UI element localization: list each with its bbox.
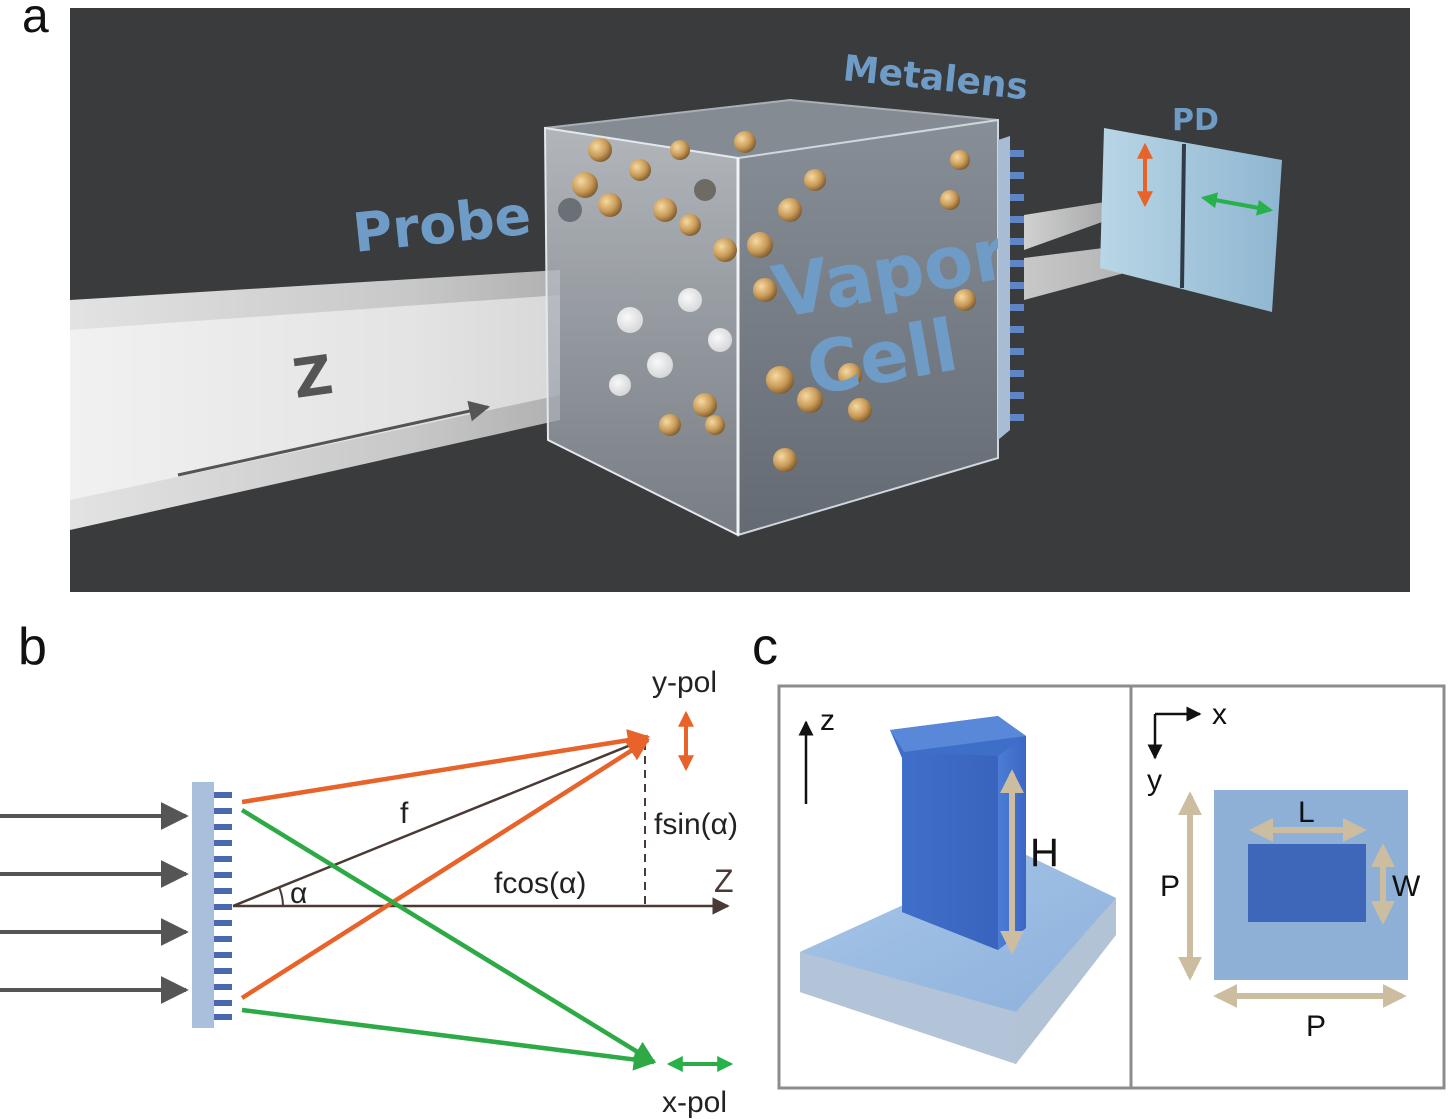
x-axis-label: x — [1212, 698, 1227, 731]
z-label: Z — [289, 343, 337, 411]
pd-x-pol-arrow — [1200, 192, 1274, 216]
panel-b-letter: b — [18, 618, 47, 676]
panel-a: a Z Probe — [22, 0, 1410, 592]
pillar-top-view — [1248, 844, 1366, 922]
focal-line — [232, 736, 649, 908]
z-arrow — [177, 400, 491, 477]
fsin-label: fsin(α) — [654, 808, 738, 841]
pillar-3d — [800, 716, 1116, 1064]
x-pol-ray-bottom — [241, 1007, 657, 1071]
photodetector — [1100, 128, 1282, 312]
y-pol-label: y-pol — [652, 666, 717, 699]
metalens — [998, 136, 1024, 440]
y-pol-ray-top — [241, 729, 651, 805]
panel-c: c H z x y L W P — [752, 618, 1446, 1090]
vapor-cell: Vapor Cell — [543, 98, 1015, 537]
h-label: H — [1030, 831, 1059, 875]
panel-c-letter: c — [752, 618, 778, 676]
x-pol-ray-top — [240, 808, 656, 1064]
p-horizontal-label: P — [1306, 1010, 1326, 1043]
alpha-arc — [278, 886, 284, 907]
w-label: W — [1392, 870, 1421, 903]
p-vertical-label: P — [1160, 870, 1180, 903]
alpha-label: α — [290, 877, 307, 910]
l-label: L — [1298, 796, 1315, 829]
x-pol-label: x-pol — [662, 1086, 727, 1119]
panel-a-letter: a — [22, 0, 49, 43]
probe-beam — [70, 270, 560, 530]
atoms — [558, 131, 976, 472]
f-label: f — [400, 797, 409, 830]
fcos-label: fcos(α) — [494, 867, 586, 900]
y-pol-ray-bottom — [240, 738, 650, 1000]
y-axis-label: y — [1147, 764, 1162, 797]
z-axis-label-c: z — [820, 704, 835, 737]
metalens-plate — [192, 782, 232, 1028]
z-axis-label: Z — [714, 863, 734, 899]
panel-b: b Z α f — [0, 618, 738, 1119]
pd-label: PD — [1172, 103, 1219, 138]
